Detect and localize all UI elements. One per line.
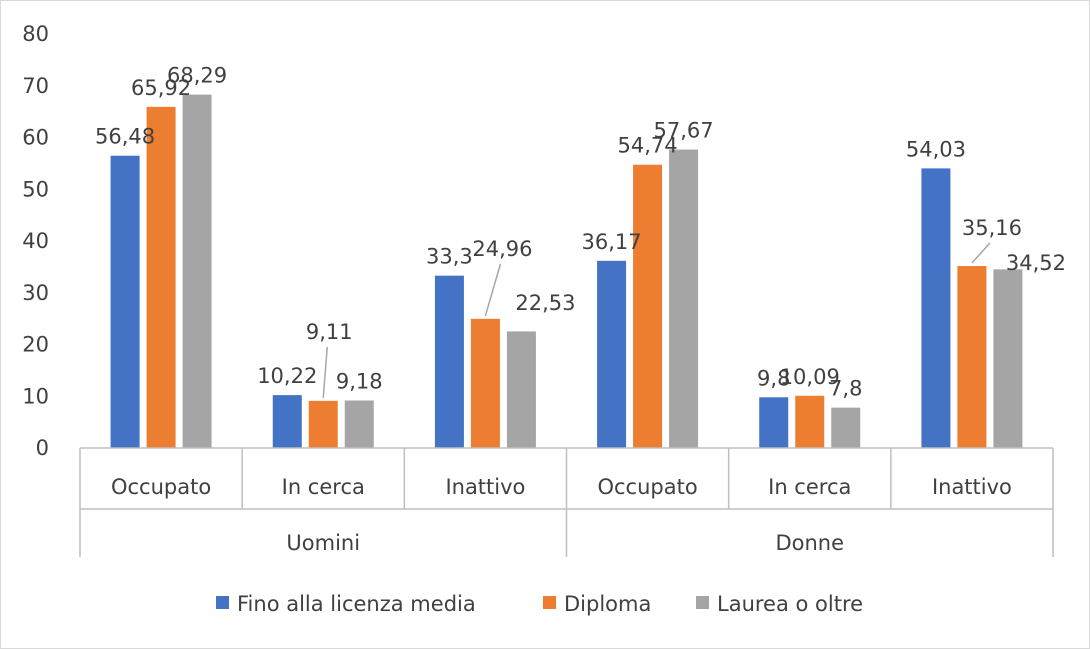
category-label: Occupato — [597, 475, 697, 499]
group-label: Uomini — [286, 531, 360, 555]
data-label: 9,18 — [336, 369, 383, 393]
y-tick-label: 20 — [22, 333, 49, 357]
bar — [993, 269, 1023, 448]
leader-line — [484, 263, 502, 317]
y-tick-label: 80 — [22, 22, 49, 46]
bar — [831, 407, 861, 448]
data-label: 68,29 — [167, 64, 227, 88]
y-tick-label: 50 — [22, 177, 49, 201]
category-label: In cerca — [768, 475, 851, 499]
bar — [272, 395, 302, 448]
x-axis: Occupato In cerca Inattivo Occupato In cerca… — [79, 447, 1054, 557]
bar — [597, 260, 627, 448]
category-label: In cerca — [282, 475, 365, 499]
y-tick-label: 10 — [22, 384, 49, 408]
leader-lines — [322, 242, 991, 398]
data-label: 36,17 — [582, 230, 642, 254]
bar — [795, 395, 825, 448]
data-labels: 56,48 10,22 33,3 36,17 9,8 54,03 65,92 9,11 24,9… — [95, 64, 1066, 401]
data-label: 22,53 — [515, 291, 575, 315]
bar — [434, 275, 464, 448]
data-label: 9,8 — [757, 366, 790, 390]
group-label: Donne — [775, 531, 844, 555]
legend-label: Diploma — [564, 592, 651, 616]
bar — [308, 400, 338, 448]
y-axis: 0 10 20 30 40 50 60 70 80 — [22, 22, 49, 460]
bar — [633, 164, 663, 448]
y-tick-label: 70 — [22, 74, 49, 98]
bar — [470, 318, 500, 448]
data-label: 9,11 — [306, 320, 353, 344]
bar — [344, 400, 374, 448]
bar — [146, 106, 176, 448]
category-label: Inattivo — [932, 475, 1012, 499]
leader-line — [971, 242, 991, 264]
y-tick-label: 30 — [22, 281, 49, 305]
bar — [759, 397, 789, 448]
legend: Fino alla licenza media Diploma Laurea o o… — [216, 592, 863, 616]
bar — [182, 94, 212, 449]
data-label: 57,67 — [654, 119, 714, 143]
y-tick-label: 0 — [36, 436, 49, 460]
bar — [669, 149, 699, 449]
legend-swatch — [696, 596, 709, 609]
bar — [921, 168, 951, 448]
data-label: 10,09 — [780, 365, 840, 389]
bar-series — [110, 94, 1023, 449]
legend-swatch — [543, 596, 556, 609]
bar — [506, 331, 536, 448]
data-label: 10,22 — [257, 364, 317, 388]
data-label: 56,48 — [95, 125, 155, 149]
legend-swatch — [216, 596, 229, 609]
bar — [110, 155, 140, 448]
y-tick-label: 40 — [22, 229, 49, 253]
data-label: 54,74 — [618, 134, 678, 158]
category-label: Occupato — [111, 475, 211, 499]
data-label: 34,52 — [1006, 251, 1066, 275]
data-label: 54,03 — [906, 137, 966, 161]
category-label: Inattivo — [445, 475, 525, 499]
legend-label: Laurea o oltre — [717, 592, 863, 616]
data-label: 24,96 — [472, 237, 532, 261]
legend-label: Fino alla licenza media — [237, 592, 476, 616]
leader-line — [322, 346, 328, 398]
bar — [957, 266, 987, 448]
data-label: 7,8 — [829, 377, 862, 401]
data-label: 35,16 — [962, 216, 1022, 240]
y-tick-label: 60 — [22, 126, 49, 150]
data-label: 65,92 — [131, 76, 191, 100]
data-label: 33,3 — [426, 245, 473, 269]
